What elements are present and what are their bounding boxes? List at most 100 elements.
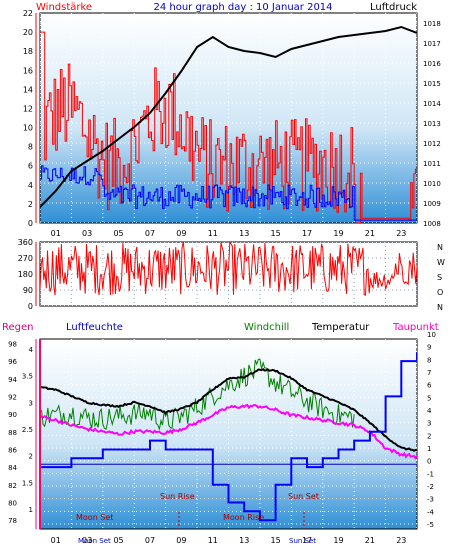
time-tick-label: 09 [176, 229, 186, 238]
time-tick-label: 15 [271, 536, 281, 545]
time-tick-label: 11 [208, 229, 218, 238]
bottom-moonset-tag: Moon Set [78, 537, 111, 545]
wind-tick-label: 12 [23, 104, 33, 113]
pressure-tick-label: 1016 [423, 60, 441, 68]
compass-label: W [437, 258, 445, 267]
temperature-tick-label: -5 [427, 521, 434, 529]
direction-tick-label: 360 [18, 238, 33, 247]
wind-average-series [40, 165, 417, 221]
temperature-tick-label: 5 [427, 394, 431, 402]
wind-tick-label: 14 [23, 85, 33, 94]
regen-tick-label: 2 [29, 453, 33, 461]
wind-gust-line [40, 31, 417, 223]
wind-tick-label: 18 [23, 47, 33, 56]
time-tick-label: 01 [51, 536, 61, 545]
temperature-tick-label: 6 [427, 382, 432, 390]
direction-tick-label: 90 [23, 286, 33, 295]
top-time-axis: 01 03 05 07 09 11 13 15 17 19 21 23 [51, 229, 407, 238]
temperature-line [40, 367, 417, 452]
time-tick-label: 13 [239, 536, 249, 545]
pressure-series [40, 25, 417, 208]
temperature-tick-label: 7 [427, 369, 431, 377]
humidity-tick-label: 96 [8, 358, 17, 366]
dewpoint-line [40, 403, 417, 460]
wind-tick-label: 4 [28, 181, 33, 190]
regen-axis: 1 1.5 2 2.5 3 3.5 4 [22, 346, 34, 514]
luftdruck-label: Luftdruck [370, 2, 417, 13]
wind-tick-label: 20 [23, 28, 33, 37]
luftfeuchte-label: Luftfeuchte [66, 322, 123, 333]
regen-tick-label: 2.5 [22, 426, 33, 434]
direction-tick-label: 270 [18, 254, 33, 263]
regen-tick-label: 1 [29, 506, 33, 514]
time-tick-label: 21 [365, 229, 375, 238]
temperature-tick-label: 10 [427, 331, 436, 339]
regen-tick-label: 3.5 [22, 373, 33, 381]
time-tick-label: 05 [113, 536, 123, 545]
bottom-sunset-tag: Sun Set [289, 537, 316, 545]
time-tick-label: 03 [82, 536, 92, 545]
wind-direction-series [40, 242, 417, 296]
pressure-tick-label: 1011 [423, 160, 441, 168]
regen-tick-label: 4 [29, 346, 34, 354]
pressure-tick-label: 1009 [423, 200, 441, 208]
pressure-tick-label: 1010 [423, 180, 441, 188]
pressure-tick-label: 1008 [423, 220, 441, 228]
compass-label: N [437, 243, 443, 252]
time-tick-label: 19 [333, 536, 343, 545]
dewpoint-series [40, 403, 417, 460]
time-tick-label: 17 [302, 229, 312, 238]
regen-tick-label: 3 [29, 399, 33, 407]
direction-axis: 0 90 180 270 360 [18, 238, 33, 311]
time-tick-label: 07 [145, 536, 155, 545]
temperature-tick-label: -4 [427, 508, 435, 516]
windchill-series [40, 358, 355, 431]
pressure-tick-label: 1017 [423, 40, 441, 48]
time-tick-label: 21 [365, 536, 375, 545]
moon-rise-label: Moon Rise [223, 513, 264, 522]
temperature-tick-label: -2 [427, 483, 434, 491]
pressure-axis: 1008 1009 1010 1011 1012 1013 1014 1015 1016 1017… [423, 20, 441, 228]
windchill-line [40, 358, 355, 431]
sun-set-label: Sun Set [288, 492, 319, 501]
humidity-tick-label: 78 [8, 517, 17, 525]
bottom-time-axis: 01 03 05 07 09 11 13 15 17 19 21 23 [51, 536, 407, 545]
humidity-tick-label: 92 [8, 393, 17, 401]
regen-tick-label: 1.5 [22, 479, 33, 487]
temperature-tick-label: 2 [427, 432, 431, 440]
pressure-tick-label: 1018 [423, 20, 441, 28]
humidity-tick-label: 86 [8, 446, 17, 454]
wind-tick-label: 0 [28, 219, 33, 228]
humidity-tick-label: 82 [8, 482, 17, 490]
wind-tick-label: 2 [28, 200, 33, 209]
temperature-tick-label: -1 [427, 470, 434, 478]
taupunkt-label: Taupunkt [392, 322, 439, 333]
wind-tick-label: 10 [23, 124, 33, 133]
compass-label: S [437, 273, 442, 282]
time-tick-label: 09 [176, 536, 186, 545]
sun-rise-label: Sun Rise [160, 492, 195, 501]
time-tick-label: 07 [145, 229, 155, 238]
compass-label: N [437, 303, 443, 312]
time-tick-label: 05 [113, 229, 123, 238]
humidity-tick-label: 88 [8, 429, 17, 437]
temperature-tick-label: 1 [427, 445, 431, 453]
temperature-tick-label: 3 [427, 420, 431, 428]
time-tick-label: 03 [82, 229, 92, 238]
temperature-tick-label: 0 [427, 458, 431, 466]
pressure-line [40, 25, 417, 208]
time-tick-label: 23 [396, 536, 406, 545]
wind-tick-label: 22 [23, 9, 33, 18]
humidity-axis: 78 80 82 84 86 88 90 92 94 96 98 [8, 340, 17, 525]
time-tick-label: 19 [333, 229, 343, 238]
humidity-tick-label: 84 [8, 464, 17, 472]
windchill-label: Windchill [244, 322, 289, 333]
temperature-axis: -5 -4 -3 -2 -1 0 1 2 3 4 5 6 7 8 9 10 [427, 331, 436, 529]
direction-tick-label: 180 [18, 270, 33, 279]
humidity-tick-label: 98 [8, 340, 17, 348]
wind-average-line [40, 165, 417, 221]
wind-tick-label: 8 [28, 143, 33, 152]
pressure-tick-label: 1012 [423, 140, 441, 148]
windstaerke-label: Windstärke [36, 2, 92, 13]
